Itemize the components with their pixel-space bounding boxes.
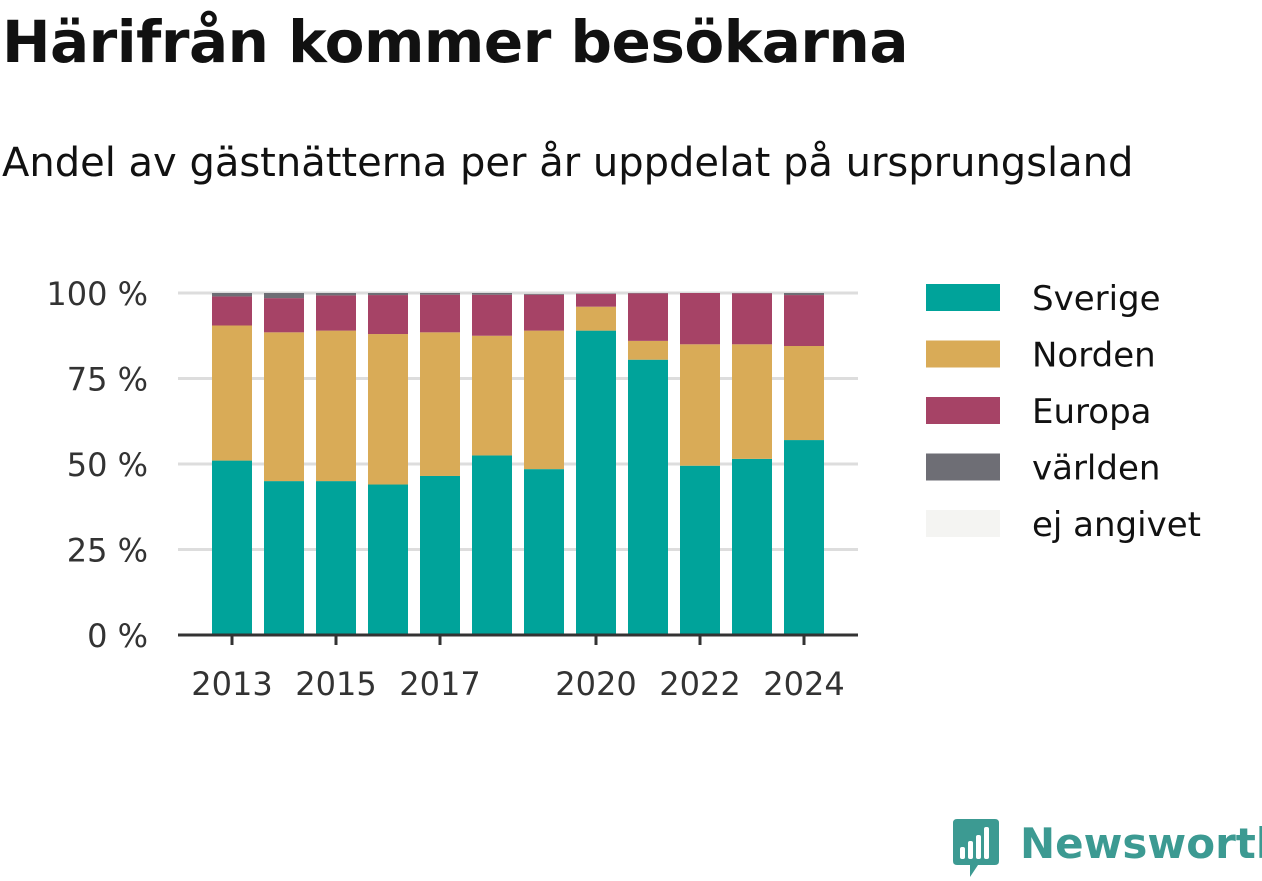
- bar-segment: [784, 293, 824, 295]
- legend-label: ej angivet: [1032, 505, 1201, 545]
- x-tick-label: 2020: [555, 665, 636, 703]
- bar-segment: [212, 293, 252, 296]
- bar-segment: [472, 336, 512, 456]
- bar-segment: [368, 295, 408, 334]
- legend-swatch: [926, 397, 1000, 424]
- y-tick-label: 25 %: [67, 532, 148, 570]
- y-tick-label: 50 %: [67, 446, 148, 484]
- bar-segment: [472, 455, 512, 635]
- bar-segment: [628, 293, 668, 341]
- bar-segment: [420, 295, 460, 333]
- bar-segment: [784, 440, 824, 635]
- bar-segment: [368, 334, 408, 484]
- bar-segment: [316, 295, 356, 330]
- bar-segment: [420, 293, 460, 295]
- legend: Sverige Norden Europa världen ej angivet: [926, 279, 1201, 545]
- bar-segment: [420, 476, 460, 635]
- bar-segment: [264, 332, 304, 481]
- bar-segment: [212, 296, 252, 325]
- bar-segment: [420, 332, 460, 476]
- bar-segment: [576, 294, 616, 307]
- bar-segment: [680, 344, 720, 465]
- bar-segment: [576, 293, 616, 294]
- bar-segment: [264, 298, 304, 332]
- bar-segment: [524, 295, 564, 331]
- bar-segment: [784, 346, 824, 440]
- bar-segment: [264, 481, 304, 635]
- newsworthy-bar-chart-icon: [950, 817, 1002, 881]
- y-tick-label: 75 %: [67, 361, 148, 399]
- bar-segment: [472, 293, 512, 295]
- bar-segment: [212, 325, 252, 460]
- bar-segment: [628, 360, 668, 635]
- bar-segment: [784, 295, 824, 346]
- legend-swatch: [926, 510, 1000, 537]
- bar-segment: [680, 466, 720, 635]
- x-tick-label: 2022: [659, 665, 740, 703]
- bar-segment: [628, 341, 668, 360]
- bar-segment: [316, 331, 356, 481]
- legend-label: världen: [1032, 449, 1160, 489]
- bar-segment: [524, 331, 564, 470]
- bar-segment: [732, 459, 772, 635]
- legend-swatch: [926, 284, 1000, 311]
- newsworthy-brand: Newsworthy: [950, 815, 1260, 879]
- legend-label: Sverige: [1032, 279, 1161, 319]
- legend-label: Europa: [1032, 392, 1151, 432]
- bar-segment: [732, 293, 772, 344]
- bar-segment: [316, 293, 356, 295]
- x-tick-label: 2015: [295, 665, 376, 703]
- x-tick-label: 2017: [399, 665, 480, 703]
- bar-segment: [524, 293, 564, 294]
- legend-swatch: [926, 454, 1000, 481]
- bar-segment: [680, 293, 720, 344]
- bar-segment: [368, 293, 408, 295]
- y-tick-label: 100 %: [46, 275, 148, 313]
- x-tick-label: 2024: [763, 665, 844, 703]
- bar-segment: [524, 294, 564, 295]
- legend-swatch: [926, 341, 1000, 368]
- bar-segment: [576, 331, 616, 635]
- bar-segment: [576, 307, 616, 331]
- bar-segment: [472, 295, 512, 336]
- bar-segment: [316, 481, 356, 635]
- brand-name: Newsworthy: [1020, 815, 1262, 873]
- bar-segment: [524, 469, 564, 635]
- bar-segment: [264, 293, 304, 298]
- x-tick-label: 2013: [191, 665, 272, 703]
- legend-label: Norden: [1032, 336, 1156, 376]
- bar-segment: [368, 485, 408, 635]
- bar-segment: [212, 461, 252, 635]
- bar-segment: [732, 344, 772, 459]
- y-tick-label: 0 %: [87, 617, 148, 655]
